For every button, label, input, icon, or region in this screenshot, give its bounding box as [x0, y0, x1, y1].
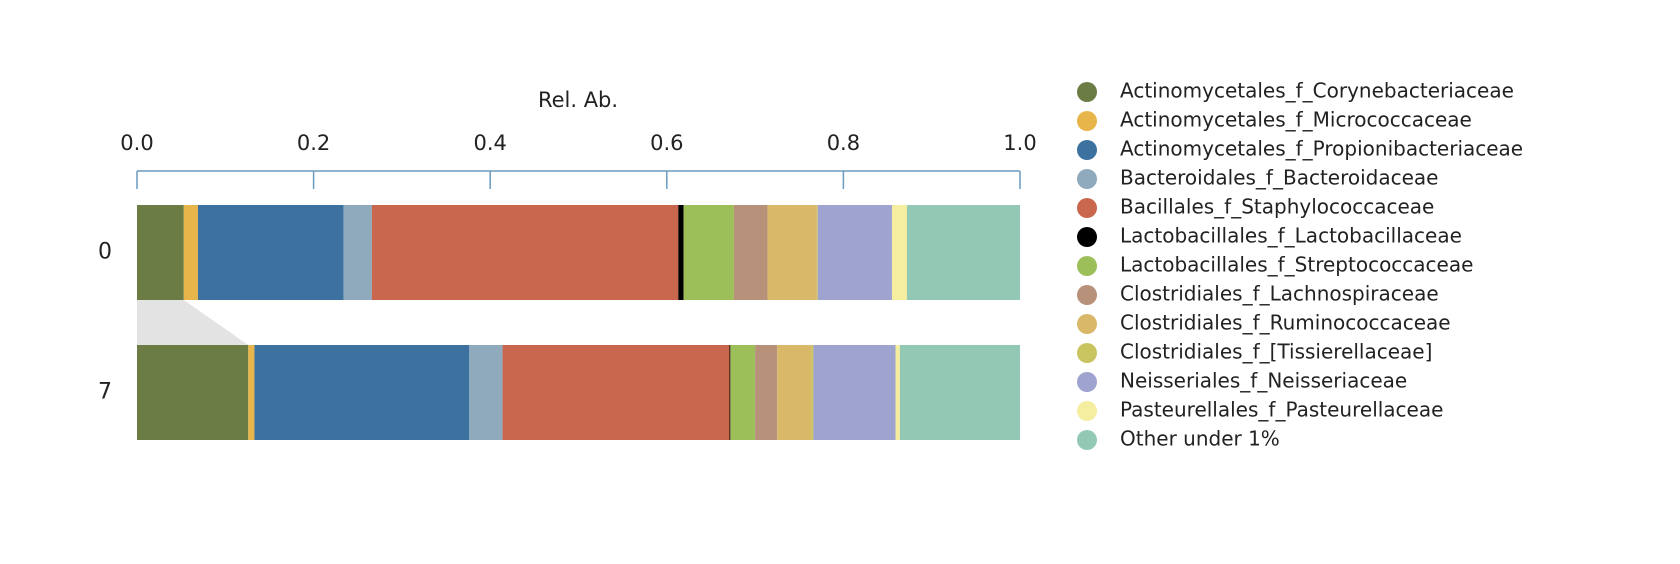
bar-segment [906, 205, 1020, 300]
bar-segment [683, 205, 734, 300]
legend-label: Clostridiales_f_Ruminococcaceae [1120, 311, 1451, 335]
bar-segment [730, 345, 756, 440]
legend-marker [1077, 82, 1097, 102]
bar-segment [813, 345, 896, 440]
bar-segment [777, 345, 812, 440]
bar-segment [816, 205, 818, 300]
legend-label: Other under 1% [1120, 427, 1280, 451]
legend-label: Neisseriales_f_Neisseriaceae [1120, 369, 1407, 393]
x-tick-label: 0.6 [650, 131, 683, 155]
bar-segment [733, 205, 768, 300]
bar-segment [371, 205, 679, 300]
row-label: 0 [98, 240, 112, 265]
legend-label: Pasteurellales_f_Pasteurellaceae [1120, 398, 1443, 422]
bar-segment [469, 345, 503, 440]
legend-label: Actinomycetales_f_Corynebacteriaceae [1120, 79, 1514, 103]
legend-marker [1077, 372, 1097, 392]
bar-segment [811, 345, 814, 440]
x-tick-label: 0.0 [120, 131, 153, 155]
bar-segment [678, 205, 684, 300]
legend-marker [1077, 430, 1097, 450]
x-tick-label: 0.4 [473, 131, 506, 155]
bar-segment [183, 205, 198, 300]
row-label: 7 [98, 380, 112, 405]
legend-label: Actinomycetales_f_Micrococcaceae [1120, 108, 1472, 132]
bar-segment [197, 205, 344, 300]
legend-marker [1077, 111, 1097, 131]
bar-segment [767, 205, 817, 300]
bar-segment [729, 345, 731, 440]
legend-marker [1077, 401, 1097, 421]
bar-segment [248, 345, 255, 440]
legend-marker [1077, 256, 1097, 276]
legend-marker [1077, 314, 1097, 334]
bar-segment [891, 205, 907, 300]
bar-segment [137, 205, 184, 300]
legend-label: Clostridiales_f_[Tissierellaceae] [1120, 340, 1432, 364]
bar-segment [895, 345, 900, 440]
legend-label: Lactobacillales_f_Lactobacillaceae [1120, 224, 1462, 248]
legend-marker [1077, 169, 1097, 189]
legend-label: Lactobacillales_f_Streptococcaceae [1120, 253, 1473, 277]
legend-label: Bacillales_f_Staphylococcaceae [1120, 195, 1434, 219]
legend-marker [1077, 227, 1097, 247]
legend-label: Clostridiales_f_Lachnospiraceae [1120, 282, 1439, 306]
legend-label: Bacteroidales_f_Bacteroidaceae [1120, 166, 1438, 190]
axis-title: Rel. Ab. [538, 88, 618, 112]
x-tick-label: 0.2 [297, 131, 330, 155]
bar-segment [899, 345, 1020, 440]
bar-segment [755, 345, 778, 440]
bar-segment [817, 205, 892, 300]
x-tick-label: 1.0 [1003, 131, 1036, 155]
x-tick-label: 0.8 [827, 131, 860, 155]
legend-marker [1077, 140, 1097, 160]
bar-segment [343, 205, 372, 300]
bar-segment [502, 345, 730, 440]
connector [137, 300, 249, 345]
bar-segment [254, 345, 470, 440]
legend-marker [1077, 198, 1097, 218]
legend-label: Actinomycetales_f_Propionibacteriaceae [1120, 137, 1523, 161]
bar-segment [137, 345, 249, 440]
legend-marker [1077, 285, 1097, 305]
legend-marker [1077, 343, 1097, 363]
